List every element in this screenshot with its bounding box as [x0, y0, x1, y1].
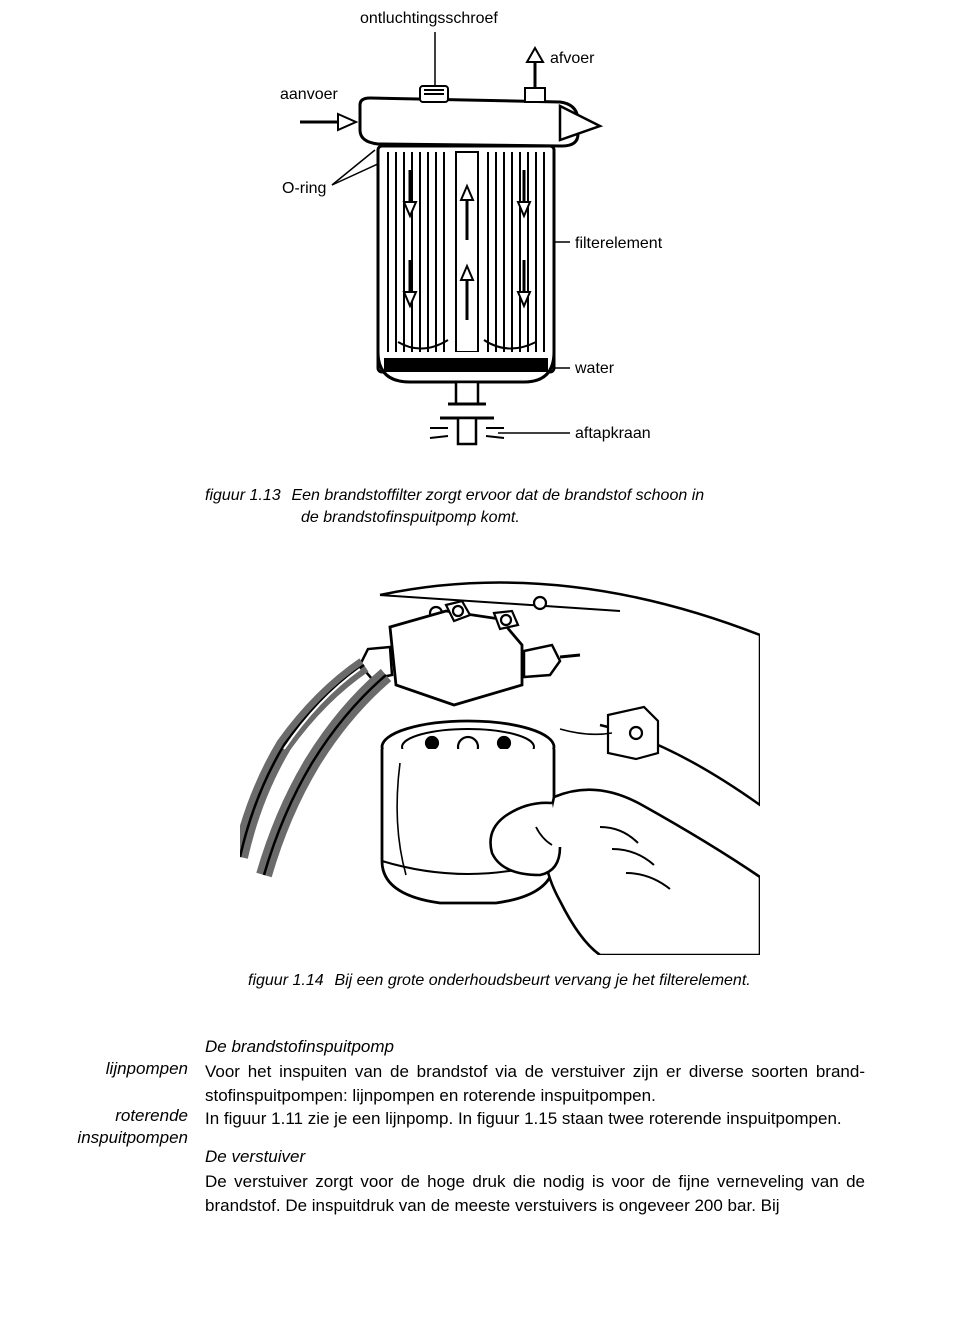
para-injection-pump-1: Voor het inspuiten van de brandstof via … [205, 1062, 865, 1104]
para-verstuiver: De verstuiver zorgt voor de hoge druk di… [205, 1170, 865, 1217]
heading-verstuiver: De verstuiver [205, 1145, 865, 1168]
figure2-caption: figuur 1.14 Bij een grote onderhoudsbeur… [248, 972, 751, 990]
page: ontluchtingsschroef afvoer aanvoer O-rin… [0, 0, 960, 1335]
figure-replace-filter [240, 565, 760, 955]
margin-term-lijnpompen: lijnpompen [106, 1058, 188, 1080]
label-aanvoer: aanvoer [280, 86, 338, 104]
margin-term-inspuitpompen: inspuitpompen [77, 1128, 188, 1147]
label-oring: O-ring [282, 180, 326, 198]
body-text: De brandstofinspuitpomp Voor het inspuit… [205, 1035, 865, 1231]
replace-filter-svg [240, 565, 760, 955]
figure1-caption-id: figuur 1.13 [205, 485, 287, 507]
para-injection-pump-2: In figuur 1.11 zie je een lijnpomp. In f… [205, 1109, 842, 1128]
label-water: water [575, 360, 614, 378]
figure2-caption-id: figuur 1.14 [248, 972, 330, 990]
figure-fuel-filter: ontluchtingsschroef afvoer aanvoer O-rin… [280, 10, 700, 470]
figure1-caption: figuur 1.13 Een brandstoffilter zorgt er… [205, 485, 704, 530]
figure1-caption-line1: Een brandstoffilter zorgt ervoor dat de … [291, 487, 704, 504]
figure2-caption-text: Bij een grote onderhoudsbeurt vervang je… [334, 972, 750, 989]
label-ontluchtingsschroef: ontluchtingsschroef [360, 10, 498, 28]
heading-brandstofinspuitpomp: De brandstofinspuitpomp [205, 1035, 865, 1058]
margin-term-roterende: roterende [115, 1106, 188, 1125]
label-aftapkraan: aftapkraan [575, 425, 651, 443]
label-filterelement: filterelement [575, 235, 662, 253]
figure1-caption-line2: de brandstofinspuitpomp komt. [301, 507, 704, 529]
margin-term-roterende-inspuitpompen: roterende inspuitpompen [77, 1105, 188, 1149]
label-afvoer: afvoer [550, 50, 594, 68]
